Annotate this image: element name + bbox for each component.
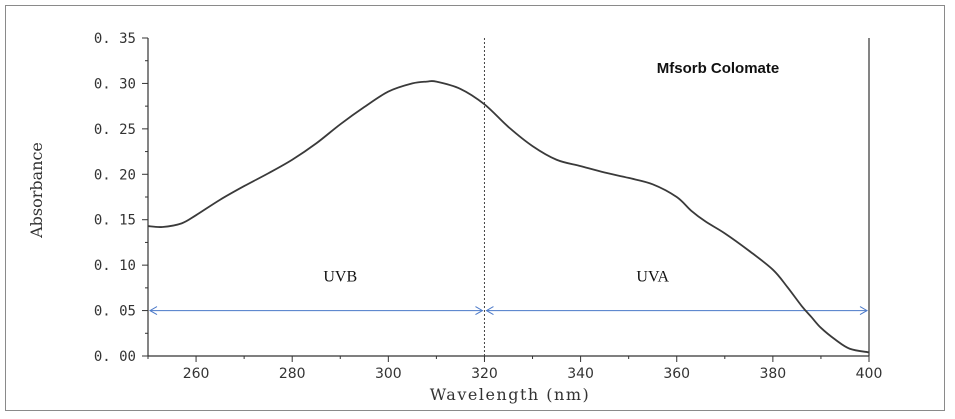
region-label-uva: UVA — [636, 268, 669, 285]
range-arrowhead-left — [148, 306, 158, 316]
chart-frame — [5, 5, 945, 411]
x-axis: 260 280 300 320 340 360 380 400 — [147, 38, 883, 382]
x-axis-title: Wavelength (nm) — [430, 385, 591, 404]
absorbance-series-line — [147, 80, 870, 354]
x-tick-label: 260 — [183, 366, 210, 382]
range-arrowhead-right — [859, 306, 869, 316]
y-tick-label: 0. 30 — [94, 76, 136, 92]
y-tick-label: 0. 00 — [94, 349, 136, 365]
y-tick-label: 0. 20 — [94, 167, 136, 183]
chart-title: Mfsorb Colomate — [657, 60, 780, 77]
annotations: UVB UVA — [148, 38, 869, 356]
y-axis: 0. 00 0. 05 0. 10 0. 15 0. 20 0. 25 0. 30 0. 35 — [94, 31, 149, 365]
series-group — [147, 80, 870, 354]
y-tick-label: 0. 25 — [94, 122, 136, 138]
x-tick-label: 380 — [759, 366, 786, 382]
x-tick-label: 320 — [471, 366, 498, 382]
y-tick-label: 0. 35 — [94, 31, 136, 47]
y-axis-title: Absorbance — [27, 142, 46, 239]
y-tick-label: 0. 10 — [94, 258, 136, 274]
y-tick-label: 0. 05 — [94, 304, 136, 320]
x-tick-label: 360 — [663, 366, 690, 382]
x-tick-label: 340 — [567, 366, 594, 382]
range-arrowhead-left — [485, 306, 494, 316]
range-arrowhead-right — [475, 306, 484, 316]
x-tick-label: 280 — [279, 366, 306, 382]
x-tick-label: 300 — [375, 366, 402, 382]
region-label-uvb: UVB — [323, 268, 357, 285]
y-tick-label: 0. 15 — [94, 213, 136, 229]
x-tick-label: 400 — [856, 366, 883, 382]
